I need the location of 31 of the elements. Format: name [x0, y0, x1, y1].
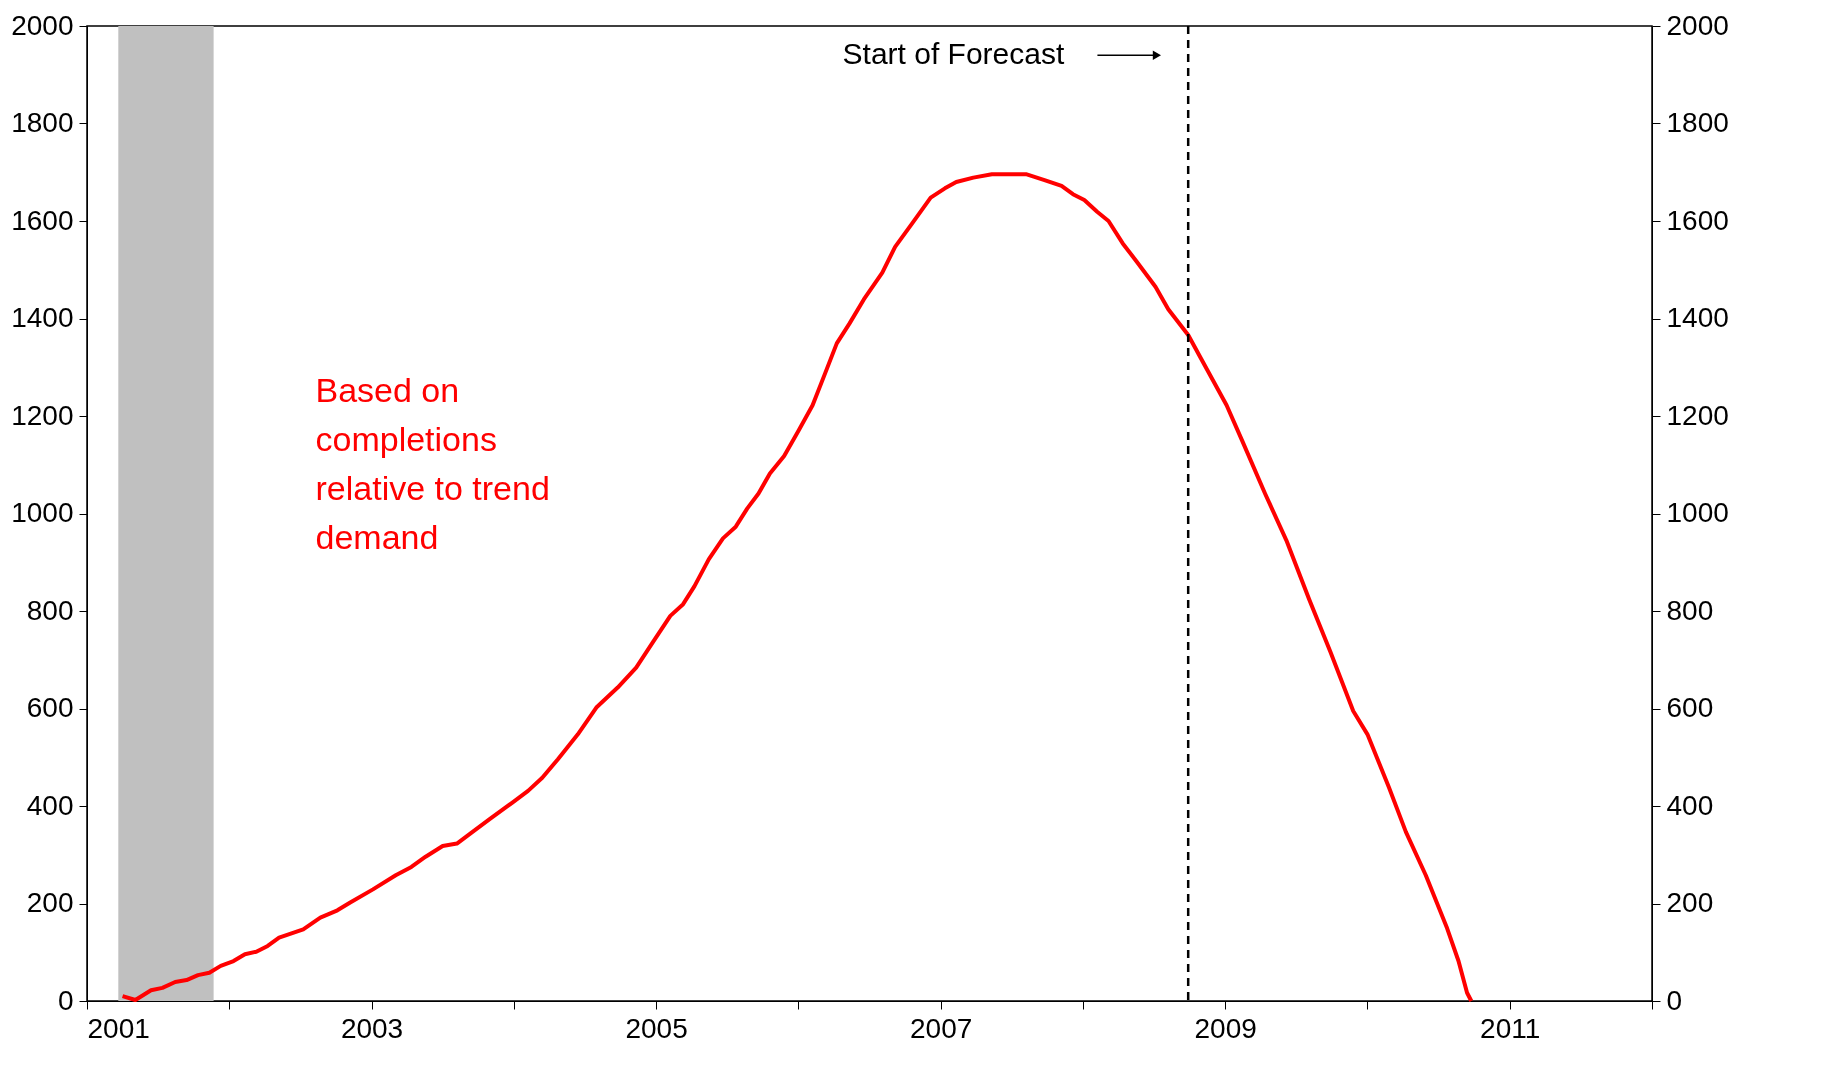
y-tick-label: 0 — [57, 984, 74, 1016]
annotation: Start of Forecast — [842, 37, 1065, 71]
x-tick-label: 2009 — [1194, 1012, 1257, 1044]
x-tick-label: 2005 — [625, 1012, 688, 1044]
y-tick-label: 1800 — [11, 107, 74, 138]
y2-tick-label: 1200 — [1666, 399, 1729, 431]
y-tick-label: 2000 — [11, 9, 74, 41]
y-tick-label: 1200 — [11, 399, 74, 431]
y2-tick-label: 200 — [1666, 887, 1714, 918]
y2-tick-label: 2000 — [1666, 9, 1729, 41]
y-tick-label: 400 — [26, 789, 74, 821]
y2-tick-label: 600 — [1666, 692, 1714, 723]
y2-tick-label: 1400 — [1666, 302, 1729, 333]
line-series — [120, 172, 1474, 1003]
y2-tick-label: 0 — [1666, 984, 1683, 1016]
y-tick-label: 1000 — [11, 497, 74, 528]
y2-tick-label: 800 — [1666, 594, 1714, 626]
y-tick-label: 800 — [26, 594, 74, 626]
annotation: Based on completions relative to trend demand — [315, 370, 550, 556]
x-tick-label: 2007 — [909, 1012, 973, 1044]
y2-tick-label: 1000 — [1666, 497, 1729, 528]
x-tick-label: 2011 — [1480, 1012, 1541, 1044]
y2-tick-label: 400 — [1666, 789, 1714, 821]
y2-tick-label: 1600 — [1666, 204, 1729, 236]
y-tick-label: 1600 — [11, 204, 74, 236]
x-tick-label: 2001 — [87, 1012, 150, 1044]
y-tick-label: 600 — [26, 692, 74, 723]
y2-tick-label: 1800 — [1666, 107, 1729, 138]
y-tick-label: 1400 — [11, 302, 74, 333]
x-tick-label: 2003 — [340, 1012, 404, 1044]
y-tick-label: 200 — [26, 887, 74, 918]
